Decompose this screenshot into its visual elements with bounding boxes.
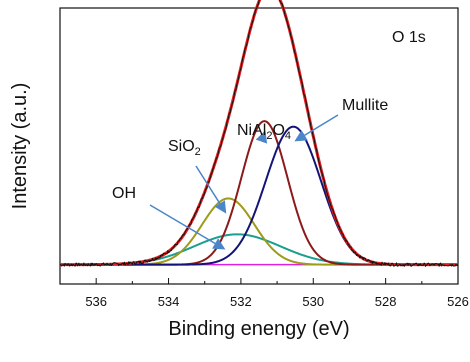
annotation-arrow-nial2o4 (255, 130, 268, 144)
corner-label: O 1s (392, 29, 426, 46)
annotation-nial2o4: NiAl2O4 (237, 122, 291, 142)
annotation-mullite: Mullite (342, 97, 388, 114)
experimental-trace (59, 0, 459, 267)
annotation-arrow-sio2 (195, 165, 227, 214)
annotation-sio2: SiO2 (168, 138, 201, 158)
x-tick-label: 528 (375, 294, 397, 309)
annotation-arrows (149, 114, 339, 250)
x-tick-label: 536 (85, 294, 107, 309)
annotation-arrow-mullite (294, 114, 339, 142)
x-axis-tick-labels: 536 534 532 530 528 526 (85, 294, 469, 309)
x-tick-label: 530 (302, 294, 324, 309)
x-axis-label: Binding enengy (eV) (168, 318, 349, 340)
x-tick-label: 526 (447, 294, 469, 309)
component-curve-oh (59, 233, 459, 266)
annotation-oh: OH (112, 185, 136, 202)
fitted-curves (59, 0, 459, 267)
x-axis-ticks (59, 278, 459, 284)
plot-frame (59, 7, 459, 285)
component-curve-sio2 (59, 197, 459, 266)
y-axis-label: Intensity (a.u.) (9, 83, 31, 210)
annotation-arrow-oh (149, 204, 226, 250)
x-tick-label: 532 (230, 294, 252, 309)
x-tick-label: 534 (158, 294, 180, 309)
